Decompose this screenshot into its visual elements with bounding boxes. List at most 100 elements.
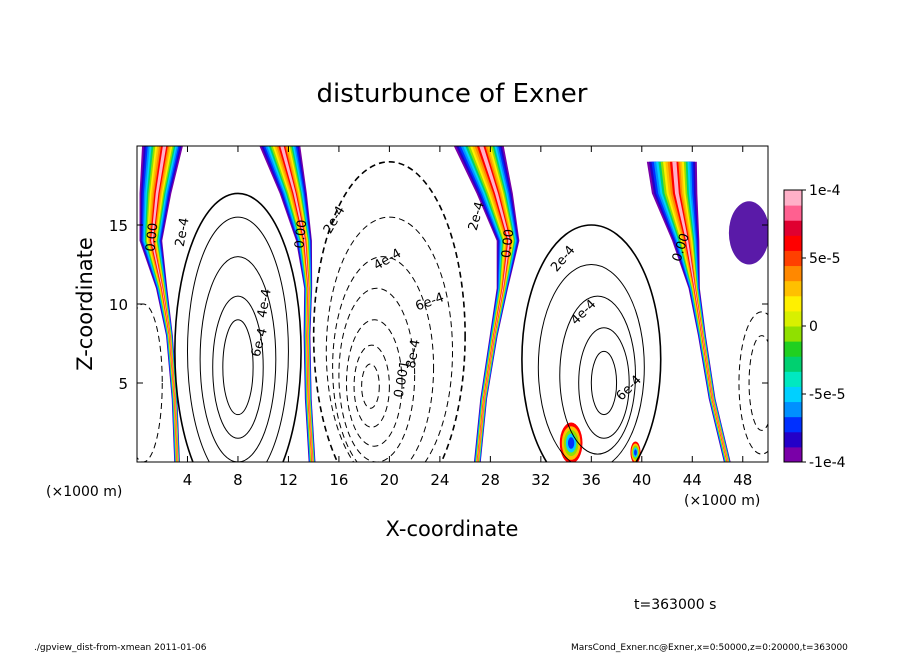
y-tick-label: 10 xyxy=(109,296,128,314)
contour-negative xyxy=(338,287,416,462)
plume-band xyxy=(477,146,511,462)
x-axis-unit: (×1000 m) xyxy=(684,493,760,509)
contour-negative xyxy=(748,335,768,431)
filled-bands xyxy=(139,146,768,462)
plume-band xyxy=(672,161,728,462)
contour-positive xyxy=(559,295,636,455)
contour-label: 2e-4 xyxy=(466,200,488,232)
x-tick-label: 4 xyxy=(183,471,193,489)
contour-negative xyxy=(353,344,390,428)
colorbar-band xyxy=(784,341,802,357)
y-axis-label: Z-coordinate xyxy=(73,237,97,371)
contour-negative xyxy=(332,256,435,462)
x-axis: 4 8 12 16 20 24 28 32 36 40 44 48 xyxy=(183,146,752,489)
contour-positive xyxy=(590,350,618,416)
contour-label: 2e-4 xyxy=(173,217,193,248)
contour-label: 6e-4 xyxy=(614,373,645,404)
plume-band xyxy=(474,146,512,462)
colorbar-band xyxy=(784,416,802,433)
contour-positive xyxy=(578,327,630,439)
colorbar-band xyxy=(784,220,802,236)
contour-label: 6e-4 xyxy=(414,290,447,314)
colorbar-band xyxy=(784,310,802,327)
contour-negative xyxy=(325,216,453,462)
contour-lines xyxy=(137,161,768,462)
x-tick-label: 48 xyxy=(733,471,752,489)
contour-label: 4e-4 xyxy=(371,246,404,274)
x-tick-label: 36 xyxy=(582,471,601,489)
x-axis-label: X-coordinate xyxy=(386,517,519,541)
x-tick-label: 16 xyxy=(329,471,348,489)
y-axis-unit: (×1000 m) xyxy=(46,484,122,500)
colorbar-band xyxy=(784,295,802,312)
colorbar: 1e-4 5e-5 0 -5e-5 -1e-4 xyxy=(783,183,846,471)
contour-negative xyxy=(345,319,403,447)
blob-band xyxy=(567,437,575,449)
x-tick-label: 8 xyxy=(233,471,243,489)
colorbar-label: 5e-5 xyxy=(809,251,840,267)
colorbar-band xyxy=(784,431,802,448)
plume-band xyxy=(476,146,511,462)
contour-positive xyxy=(174,192,302,462)
colorbar-label: -5e-5 xyxy=(809,387,846,403)
contour-positive xyxy=(199,256,277,462)
colorbar-band xyxy=(784,190,802,206)
plume-band xyxy=(665,161,729,462)
contour-positive xyxy=(521,224,662,462)
time-label: t=363000 s xyxy=(634,597,716,613)
colorbar-band xyxy=(784,265,802,282)
contour-negative xyxy=(738,311,768,455)
colorbar-band xyxy=(784,326,802,342)
y-axis: 5 10 15 xyxy=(109,217,768,393)
colorbar-label: 1e-4 xyxy=(809,183,841,199)
y-tick-label: 15 xyxy=(109,217,128,235)
contour-label: 8e-4 xyxy=(404,338,424,369)
plot-area: 0.00 2e-4 4e-4 6e-4 0.00 2e-4 4e-4 6e-4 8e-40.00… xyxy=(137,146,768,462)
contour-label: 6e-4 xyxy=(249,327,271,359)
contour-negative xyxy=(137,303,163,462)
plume-band xyxy=(148,146,179,462)
plume-band xyxy=(150,146,178,462)
blob-band xyxy=(634,449,637,456)
contour-label: 2e-4 xyxy=(321,204,349,237)
contour-negative xyxy=(361,363,380,409)
contour-positive xyxy=(222,319,254,416)
x-tick-label: 32 xyxy=(531,471,550,489)
x-tick-label: 28 xyxy=(481,471,500,489)
x-tick-label: 44 xyxy=(683,471,702,489)
source-label: MarsCond_Exner.nc@Exner,x=0:50000,z=0:20… xyxy=(571,643,848,653)
contour-positive xyxy=(212,295,264,439)
chart-title: disturbunce of Exner xyxy=(317,79,588,109)
x-tick-label: 40 xyxy=(632,471,651,489)
colorbar-band xyxy=(784,386,802,403)
contour-label: 4e-4 xyxy=(568,297,599,328)
colorbar-band xyxy=(784,280,802,297)
plume-band xyxy=(151,146,178,462)
x-tick-label: 12 xyxy=(279,471,298,489)
y-tick-label: 5 xyxy=(118,375,128,393)
colorbar-label: 0 xyxy=(809,319,818,335)
plume-band xyxy=(660,161,730,462)
contour-label: 4e-4 xyxy=(255,288,275,319)
x-tick-label: 24 xyxy=(430,471,449,489)
colorbar-band xyxy=(784,356,802,372)
contour-positive xyxy=(186,216,289,462)
colorbar-band xyxy=(784,401,802,418)
contour-label: 0.001 xyxy=(392,360,413,399)
colorbar-band xyxy=(784,205,802,221)
colorbar-band xyxy=(784,250,802,267)
x-tick-label: 20 xyxy=(380,471,399,489)
contour-positive xyxy=(537,264,645,462)
plume-core xyxy=(728,201,768,265)
colorbar-band xyxy=(784,235,802,251)
contour-label: 0.00 xyxy=(499,228,517,258)
plume-band xyxy=(274,146,314,462)
colorbar-band xyxy=(784,371,802,387)
contour-label: 0.00 xyxy=(143,222,161,252)
colorbar-band xyxy=(784,446,802,463)
colorbar-label: -1e-4 xyxy=(809,455,846,471)
plume-band xyxy=(669,161,729,462)
contour-negative xyxy=(312,161,466,462)
